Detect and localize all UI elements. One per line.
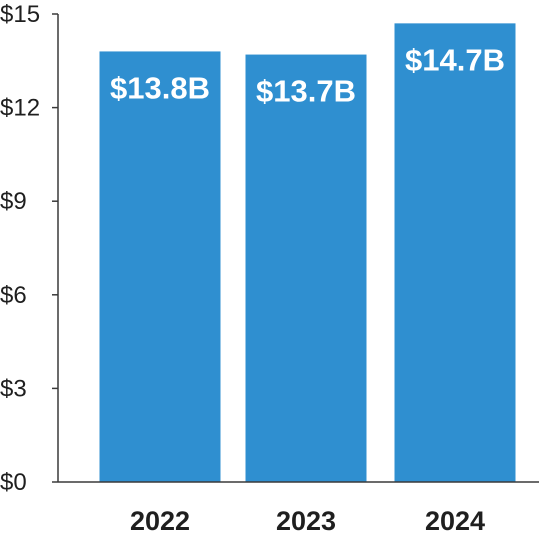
bar-2024 bbox=[394, 23, 516, 483]
y-tick-label: $0 bbox=[0, 469, 27, 496]
bar-2023 bbox=[245, 54, 367, 483]
data-label-2022: $13.8B bbox=[110, 70, 210, 105]
bar-2022 bbox=[99, 51, 221, 482]
x-axis: 2022 2023 2024 bbox=[58, 481, 539, 536]
x-category-label: 2023 bbox=[276, 506, 336, 536]
bars: $13.8B $13.7B $14.7B bbox=[99, 23, 516, 483]
data-label-2023: $13.7B bbox=[256, 74, 356, 109]
y-tick-label: $9 bbox=[0, 188, 27, 215]
y-tick-label: $12 bbox=[0, 95, 40, 122]
data-label-2024: $14.7B bbox=[405, 42, 505, 77]
y-tick-label: $15 bbox=[0, 1, 40, 28]
y-axis: $0 $3 $6 $9 $12 $15 bbox=[0, 1, 59, 496]
y-tick-label: $3 bbox=[0, 375, 27, 402]
y-tick-label: $6 bbox=[0, 282, 27, 309]
x-category-label: 2024 bbox=[425, 506, 485, 536]
x-category-label: 2022 bbox=[130, 506, 190, 536]
